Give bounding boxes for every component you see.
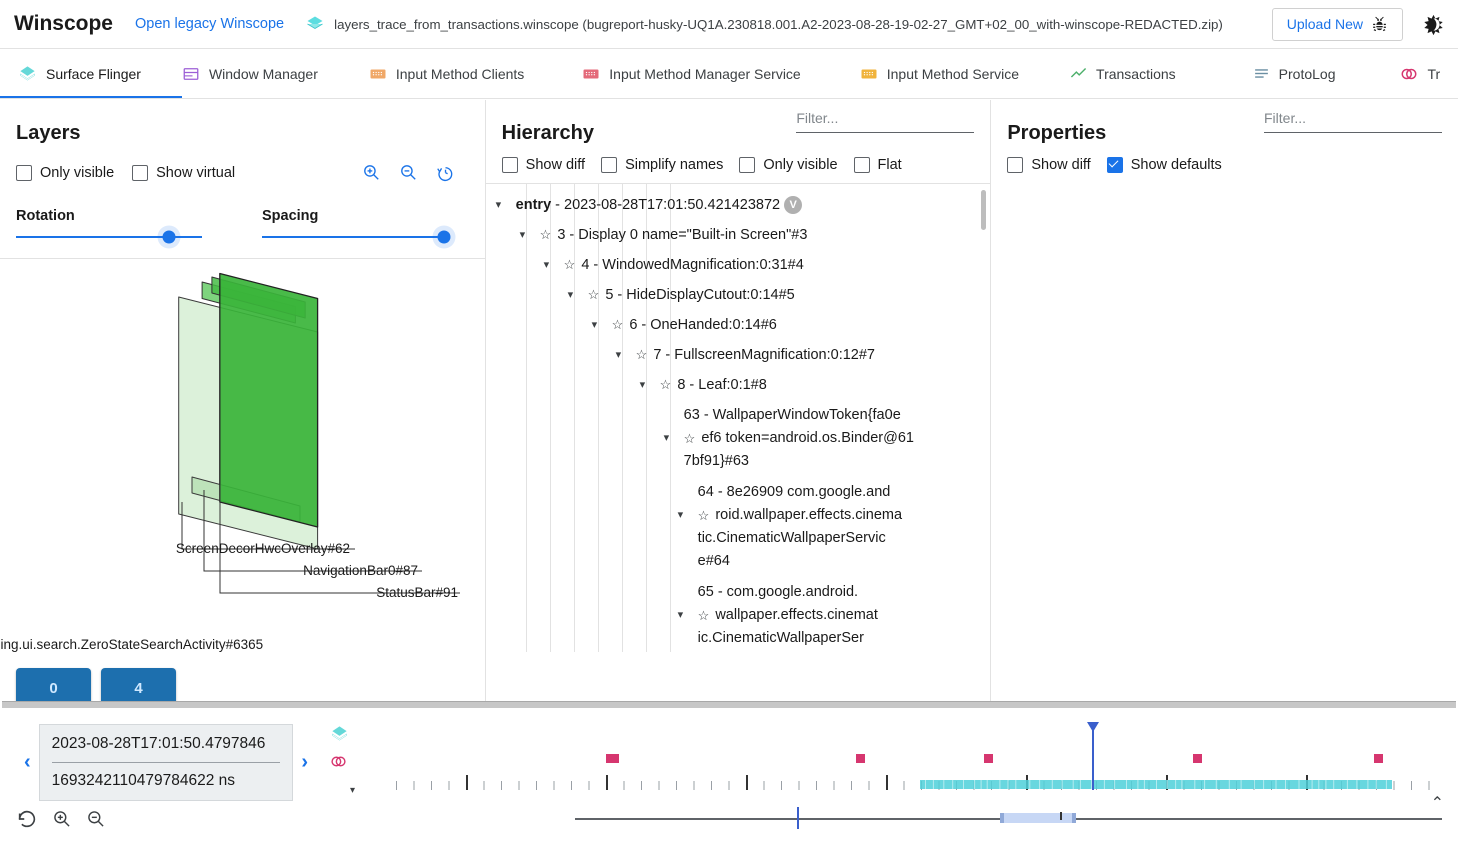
svg-text:StatusBar#91: StatusBar#91 bbox=[376, 585, 458, 600]
svg-text:ScreenDecorHwcOverlay#62: ScreenDecorHwcOverlay#62 bbox=[176, 541, 350, 556]
svg-text:NavigationBar0#87: NavigationBar0#87 bbox=[303, 563, 418, 578]
